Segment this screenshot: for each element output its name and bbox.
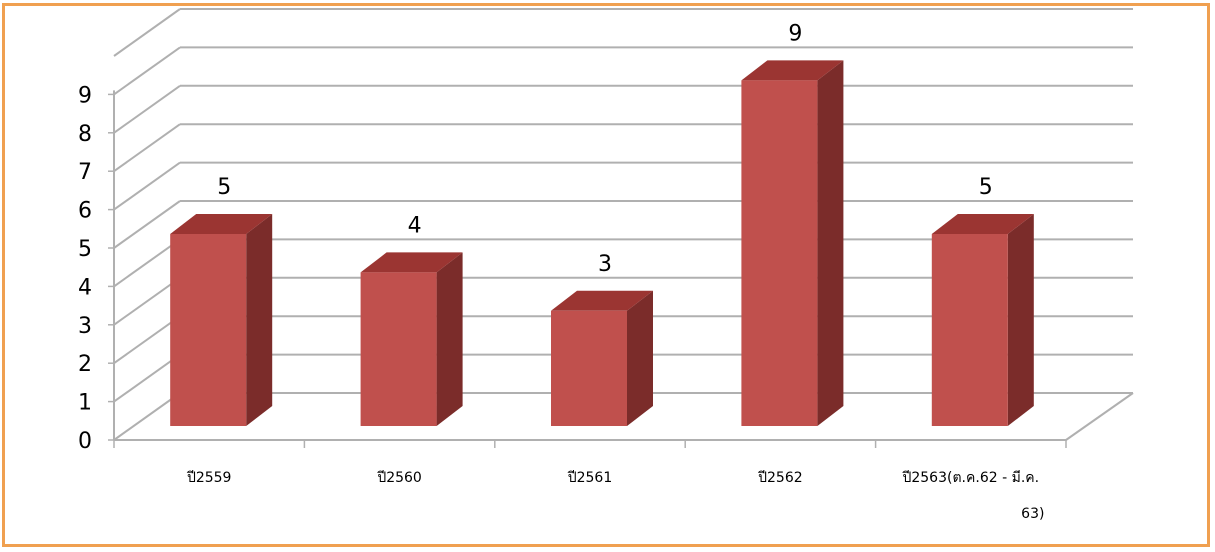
x-axis-categories: ปี2559 ปี2560 ปี2561 ปี2562 ปี2563(ต.ค.62 - … [113, 440, 1067, 522]
y-tick-label: 5 [78, 237, 92, 262]
side-gridline [113, 315, 181, 365]
bar [741, 60, 844, 427]
side-gridline [113, 161, 181, 211]
side-gridline [113, 84, 181, 134]
bar-front [931, 234, 1008, 426]
side-gridline [113, 46, 181, 96]
y-tick-label: 6 [78, 199, 92, 224]
data-label: 5 [979, 175, 993, 200]
side-gridline [113, 276, 181, 326]
y-tick-label: 4 [78, 275, 92, 300]
x-tick-label: ปี2559 [186, 470, 231, 486]
x-tick-label: ปี2562 [758, 470, 803, 486]
bar [551, 290, 653, 426]
data-label: 3 [598, 252, 612, 277]
y-tick-label: 0 [78, 429, 92, 454]
side-gridline [113, 200, 181, 249]
bar-top [170, 214, 273, 234]
y-tick-label: 3 [78, 314, 92, 339]
bar-side [817, 60, 844, 427]
bar-top [741, 60, 844, 81]
bar [360, 252, 463, 426]
y-tick-label: 2 [78, 352, 92, 377]
bar-side [246, 214, 273, 426]
x-tick-label: ปี2561 [567, 470, 612, 486]
bar-top [931, 214, 1034, 234]
side-gridline [113, 392, 181, 441]
floor-side-line [1065, 392, 1134, 441]
bar [170, 214, 273, 426]
bar-side [436, 252, 463, 426]
x-tick-label: ปี2563(ต.ค.62 - มี.ค. 63) [902, 470, 1044, 522]
bar-front [360, 272, 437, 426]
data-labels: 5 4 3 9 5 [217, 21, 993, 276]
data-label: 4 [408, 213, 422, 238]
bar-top [551, 290, 653, 311]
side-gridline [113, 353, 181, 403]
x-tick-label: ปี2560 [377, 470, 422, 486]
y-tick-label: 9 [78, 83, 92, 108]
bar-side [627, 290, 653, 426]
y-tick-label: 8 [78, 122, 92, 147]
bars [170, 60, 1034, 427]
y-axis-ticks: 0 1 2 3 4 5 6 7 8 9 [78, 83, 114, 454]
bar [931, 214, 1034, 426]
side-gridline [113, 8, 181, 57]
bar-front [170, 234, 247, 426]
bar-side [1007, 214, 1034, 426]
bar-top [360, 252, 463, 273]
bar-front [741, 80, 818, 427]
data-label: 5 [217, 175, 231, 200]
y-tick-label: 1 [78, 391, 92, 416]
data-label: 9 [788, 21, 802, 46]
side-gridline [113, 123, 181, 173]
side-gridline [113, 238, 181, 288]
bar-front [551, 310, 627, 426]
y-tick-label: 7 [78, 160, 92, 185]
